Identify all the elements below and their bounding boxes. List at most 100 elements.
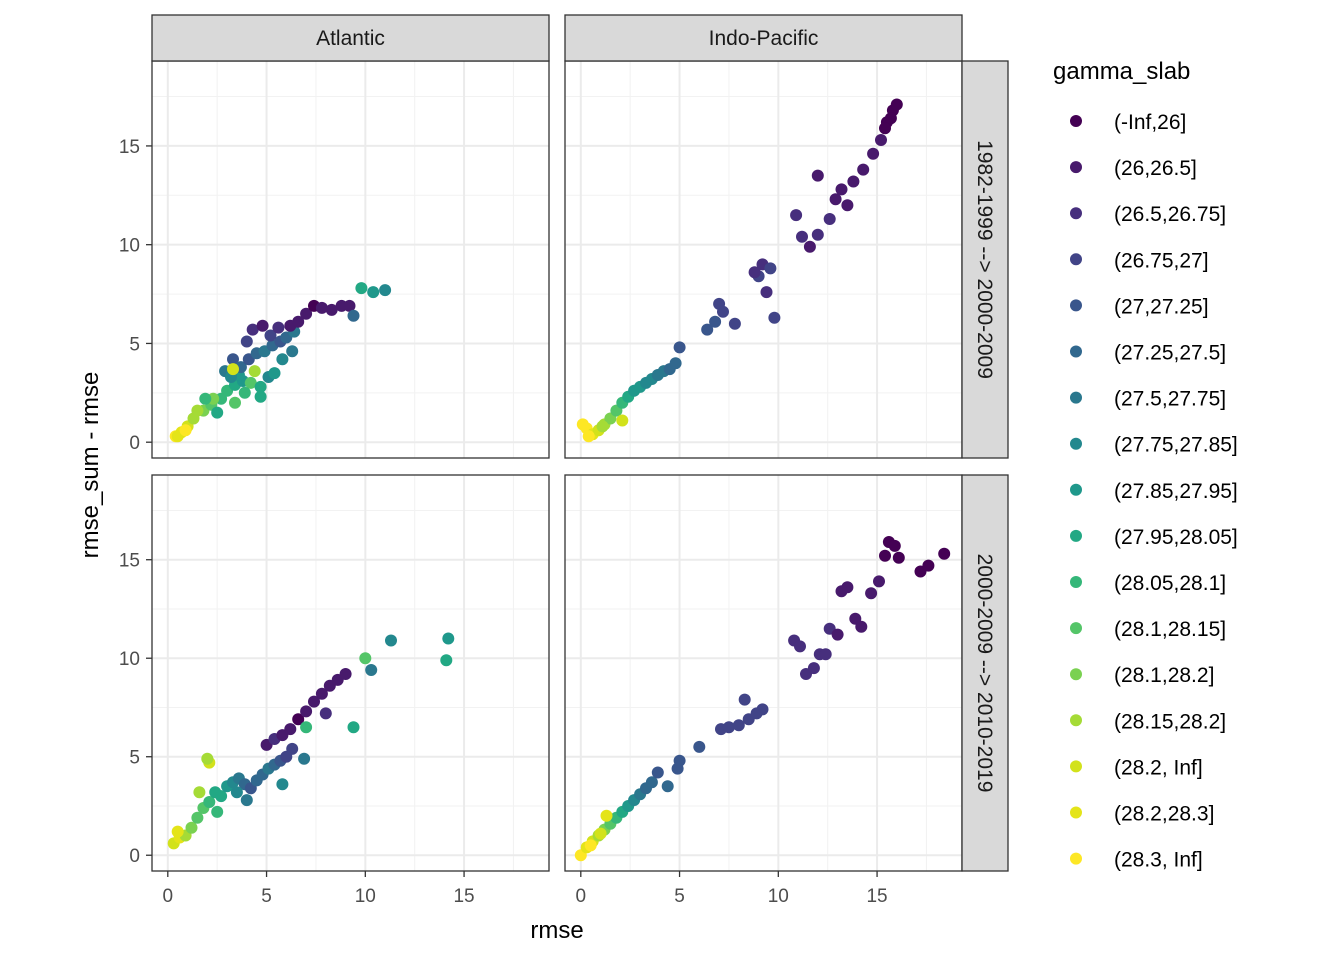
data-point: [841, 199, 854, 212]
data-point: [857, 163, 870, 176]
legend-key: [1070, 760, 1082, 773]
data-point: [722, 721, 735, 734]
data-point: [286, 345, 299, 358]
legend-label: (27,27.25]: [1114, 295, 1209, 318]
y-axis-title: rmse_sum - rmse: [77, 372, 104, 559]
data-point: [292, 713, 305, 726]
y-tick-label: 5: [129, 334, 140, 355]
data-point: [890, 98, 903, 111]
legend-label: (28.1,28.15]: [1114, 618, 1226, 641]
data-point: [385, 634, 397, 647]
data-point: [203, 796, 216, 808]
data-point: [811, 228, 824, 241]
data-point: [645, 776, 658, 789]
y-tick-label: 10: [119, 649, 140, 670]
data-point: [191, 404, 204, 417]
legend-label: (-Inf,26]: [1114, 111, 1186, 134]
x-tick-label: 0: [576, 886, 587, 907]
data-point: [764, 262, 777, 275]
data-point: [379, 284, 392, 297]
data-point: [693, 740, 706, 753]
data-point: [616, 414, 629, 427]
data-point: [651, 766, 664, 779]
data-point: [855, 620, 868, 633]
data-point: [355, 282, 368, 295]
strips-layer: Atlantic Indo-Pacific 1982-1999 --> 2000-2…: [151, 14, 1009, 872]
data-point: [230, 786, 243, 799]
data-point: [347, 721, 360, 734]
data-point: [325, 303, 338, 316]
legend-key: [1070, 529, 1082, 542]
data-point: [300, 721, 313, 734]
legend-key: [1070, 391, 1082, 404]
data-point: [347, 309, 360, 322]
data-point: [709, 315, 722, 328]
data-point: [713, 297, 726, 310]
data-point: [244, 376, 257, 389]
facet-label-col: Indo-Pacific: [709, 27, 819, 50]
data-point: [185, 821, 198, 834]
data-point: [264, 329, 277, 342]
x-tick-label: 10: [355, 886, 376, 907]
data-point: [315, 687, 328, 700]
legend-label: (28.2, Inf]: [1114, 756, 1203, 779]
legend-label: (28.15,28.2]: [1114, 710, 1226, 733]
data-point: [240, 794, 253, 807]
data-point: [796, 230, 808, 243]
y-tick-label: 10: [119, 236, 140, 257]
data-point: [888, 539, 901, 552]
data-point: [442, 632, 455, 645]
data-point: [738, 693, 751, 706]
legend-key: [1070, 115, 1082, 127]
legend-key: [1070, 437, 1082, 450]
data-point: [922, 559, 935, 572]
data-point: [191, 811, 204, 824]
data-point: [671, 762, 684, 775]
data-point: [819, 648, 832, 661]
data-point: [319, 707, 332, 720]
axes-layer: 0 5 10 15 0 5 10 15 0 5 10 15 0 5 10 15: [119, 137, 888, 907]
legend-label: (26.5,26.75]: [1114, 203, 1226, 226]
legend-key: [1070, 714, 1082, 727]
data-point: [728, 317, 741, 330]
data-point: [298, 752, 311, 765]
data-point: [211, 805, 224, 818]
x-axis-title: rmse: [530, 917, 583, 944]
data-point: [875, 134, 887, 146]
data-point: [229, 396, 241, 409]
legend-key: [1070, 668, 1082, 681]
data-point: [938, 547, 951, 560]
data-point: [276, 353, 289, 366]
data-point: [199, 392, 212, 405]
data-point: [884, 112, 897, 125]
data-point: [873, 575, 885, 588]
legend-label: (27.25,27.5]: [1114, 342, 1226, 365]
data-point: [238, 386, 251, 399]
data-point: [661, 780, 674, 793]
data-point: [211, 406, 224, 419]
legend-label: (28.05,28.1]: [1114, 572, 1226, 595]
panel-1-1: [564, 474, 963, 872]
x-tick-label: 5: [674, 886, 685, 907]
data-point: [867, 147, 880, 160]
data-point: [367, 286, 380, 299]
panel-border: [151, 474, 550, 872]
legend: gamma_slab (-Inf,26] (26,26.5] (26.5,26.75…: [1053, 58, 1238, 872]
data-point: [756, 703, 769, 716]
y-tick-label: 15: [119, 137, 140, 158]
data-point: [732, 719, 745, 732]
x-tick-label: 15: [866, 886, 887, 907]
legend-key: [1070, 806, 1082, 819]
legend-label: (27.75,27.85]: [1114, 434, 1238, 457]
data-point: [256, 319, 269, 332]
data-point: [300, 307, 313, 320]
legend-key: [1070, 253, 1082, 266]
data-point: [284, 723, 297, 736]
legend-title: gamma_slab: [1053, 58, 1190, 85]
data-point: [879, 122, 891, 135]
data-point: [254, 380, 267, 393]
legend-key: [1070, 161, 1082, 174]
data-point: [268, 367, 281, 380]
x-tick-label: 0: [163, 886, 174, 907]
